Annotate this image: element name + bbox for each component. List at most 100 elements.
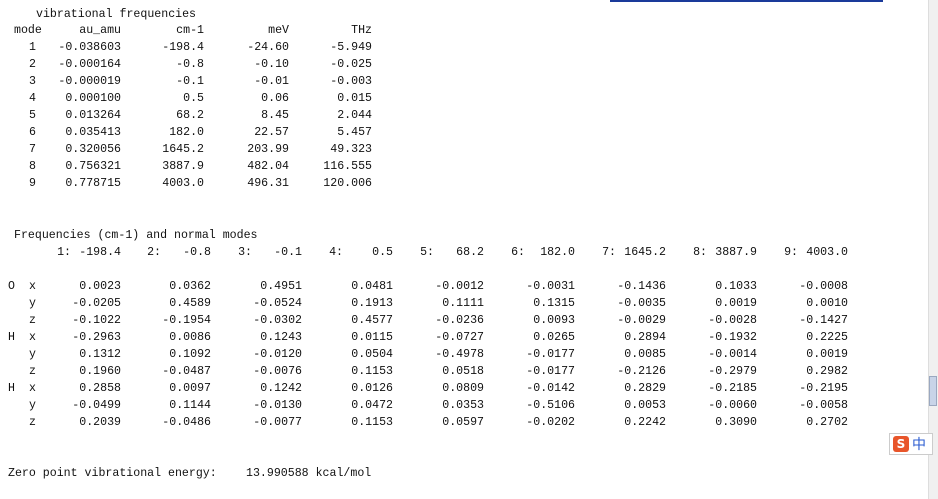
mode-value: 0.1312 <box>79 348 121 361</box>
table-cell: 0.000100 <box>65 92 121 105</box>
axis-label: y <box>29 297 36 310</box>
mode-value: 0.3090 <box>715 416 757 429</box>
mode-value: -0.0077 <box>253 416 302 429</box>
table-cell: -198.4 <box>162 41 204 54</box>
mode-value: -0.1022 <box>72 314 121 327</box>
mode-index: 8: <box>693 246 707 259</box>
mode-index: 7: <box>602 246 616 259</box>
mode-value: 0.1111 <box>442 297 484 310</box>
table-cell: 4003.0 <box>162 177 204 190</box>
mode-value: 0.1144 <box>169 399 211 412</box>
table-cell: 6 <box>29 126 36 139</box>
mode-value: 0.4577 <box>351 314 393 327</box>
mode-value: -0.1436 <box>617 280 666 293</box>
table-cell: 2.044 <box>337 109 372 122</box>
table-cell: -0.01 <box>254 75 289 88</box>
table-cell: -0.000164 <box>58 58 121 71</box>
axis-label: y <box>29 399 36 412</box>
mode-value: -0.1954 <box>162 314 211 327</box>
mode-value: 0.0504 <box>351 348 393 361</box>
table-cell: 0.778715 <box>65 177 121 190</box>
table-cell: 68.2 <box>176 109 204 122</box>
mode-value: 0.0010 <box>806 297 848 310</box>
mode-value: -0.0076 <box>253 365 302 378</box>
table-cell: 0.035413 <box>65 126 121 139</box>
mode-value: 0.0481 <box>351 280 393 293</box>
table-cell: 5.457 <box>337 126 372 139</box>
table-cell: 4 <box>29 92 36 105</box>
mode-value: 0.0126 <box>351 382 393 395</box>
mode-value: -0.0028 <box>708 314 757 327</box>
mode-freq: 4003.0 <box>806 246 848 259</box>
mode-freq: 0.5 <box>372 246 393 259</box>
atom-label: O <box>8 280 15 293</box>
mode-value: -0.2126 <box>617 365 666 378</box>
ime-logo: S <box>893 436 909 452</box>
mode-value: -0.2185 <box>708 382 757 395</box>
mode-index: 3: <box>238 246 252 259</box>
ime-icon[interactable]: S 中 <box>889 433 933 455</box>
mode-value: -0.0177 <box>526 348 575 361</box>
scroll-thumb[interactable] <box>929 376 937 406</box>
mode-value: 0.2829 <box>624 382 666 395</box>
mode-freq: -0.1 <box>274 246 302 259</box>
table-cell: 496.31 <box>247 177 289 190</box>
header-cell: meV <box>268 24 289 37</box>
axis-label: z <box>29 416 36 429</box>
mode-value: 0.2858 <box>79 382 121 395</box>
zpe-label: Zero point vibrational energy: <box>8 467 217 480</box>
mode-value: -0.0177 <box>526 365 575 378</box>
mode-value: -0.2195 <box>799 382 848 395</box>
table-cell: 8 <box>29 160 36 173</box>
mode-freq: -198.4 <box>79 246 121 259</box>
mode-freq: 68.2 <box>456 246 484 259</box>
table-cell: 3887.9 <box>162 160 204 173</box>
mode-value: -0.0202 <box>526 416 575 429</box>
mode-freq: 3887.9 <box>715 246 757 259</box>
table-cell: 0.320056 <box>65 143 121 156</box>
mode-value: -0.0120 <box>253 348 302 361</box>
table-cell: 1645.2 <box>162 143 204 156</box>
table-cell: 116.555 <box>323 160 372 173</box>
mode-index: 1: <box>57 246 71 259</box>
table-cell: 2 <box>29 58 36 71</box>
table-cell: 3 <box>29 75 36 88</box>
mode-value: 0.0097 <box>169 382 211 395</box>
table-cell: 7 <box>29 143 36 156</box>
axis-label: z <box>29 314 36 327</box>
mode-value: -0.2979 <box>708 365 757 378</box>
mode-value: 0.1153 <box>351 416 393 429</box>
table-cell: -0.025 <box>330 58 372 71</box>
axis-label: y <box>29 348 36 361</box>
mode-value: 0.0023 <box>79 280 121 293</box>
table-cell: -5.949 <box>330 41 372 54</box>
mode-value: 0.0115 <box>351 331 393 344</box>
header-cell: au_amu <box>79 24 121 37</box>
mode-value: 0.1913 <box>351 297 393 310</box>
mode-freq: 182.0 <box>540 246 575 259</box>
table-cell: -24.60 <box>247 41 289 54</box>
mode-value: -0.1932 <box>708 331 757 344</box>
table-cell: 1 <box>29 41 36 54</box>
mode-value: 0.1242 <box>260 382 302 395</box>
mode-value: 0.2982 <box>806 365 848 378</box>
mode-value: -0.0014 <box>708 348 757 361</box>
table-cell: -0.8 <box>176 58 204 71</box>
mode-value: 0.0353 <box>442 399 484 412</box>
mode-value: -0.0008 <box>799 280 848 293</box>
mode-value: 0.4589 <box>169 297 211 310</box>
mode-value: 0.1243 <box>260 331 302 344</box>
scrollbar[interactable] <box>928 0 938 499</box>
header-cell: cm-1 <box>176 24 204 37</box>
mode-value: 0.0086 <box>169 331 211 344</box>
top-bar <box>610 0 883 2</box>
mode-value: 0.2225 <box>806 331 848 344</box>
mode-index: 6: <box>511 246 525 259</box>
mode-value: -0.0205 <box>72 297 121 310</box>
table-cell: -0.038603 <box>58 41 121 54</box>
table-cell: -0.1 <box>176 75 204 88</box>
table-cell: -0.000019 <box>58 75 121 88</box>
mode-value: 0.0362 <box>169 280 211 293</box>
mode-value: 0.1092 <box>169 348 211 361</box>
